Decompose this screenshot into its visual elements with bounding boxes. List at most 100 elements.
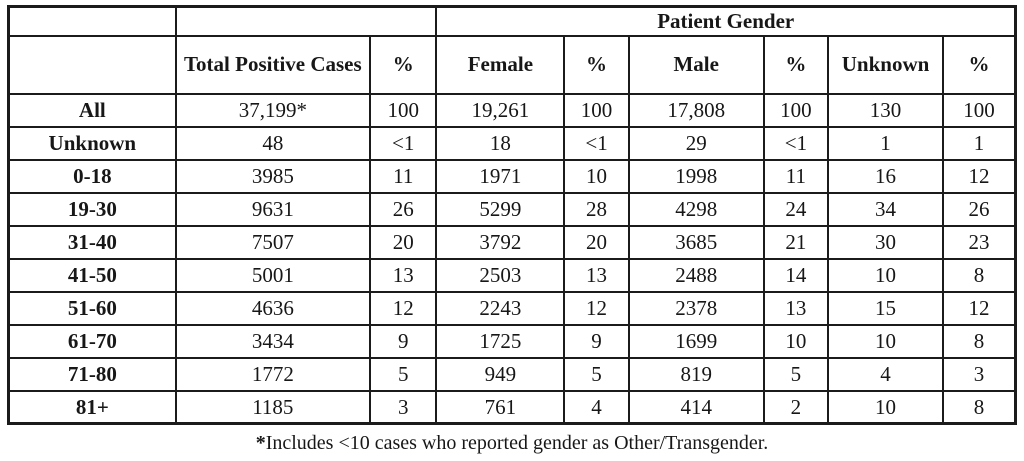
table-cell: <1: [368, 125, 438, 161]
table-row: 31-40 7507 20 3792 20 3685 21 30 23: [7, 224, 1017, 260]
table-cell: 8: [941, 389, 1017, 425]
corner-cell-empty: [7, 5, 177, 37]
table-cell: 9: [368, 323, 438, 359]
table-cell: <1: [762, 125, 830, 161]
row-label-19-30: 19-30: [7, 191, 177, 227]
table-cell: 13: [762, 290, 830, 326]
table-cell: 24: [762, 191, 830, 227]
table-cell: 4: [563, 389, 630, 425]
column-header-unknown-percent: %: [941, 34, 1017, 95]
table-cell: 12: [368, 290, 438, 326]
row-label-51-60: 51-60: [7, 290, 177, 326]
table-cell: 1725: [435, 323, 566, 359]
table-cell: 3434: [174, 323, 372, 359]
table-cell: 2488: [627, 257, 765, 293]
table-cell: 5: [368, 356, 438, 392]
table-cell: 1: [941, 125, 1017, 161]
table-cell: 18: [435, 125, 566, 161]
table-cell: 15: [827, 290, 944, 326]
table-header: Patient Gender Total Positive Cases % Fe…: [7, 5, 1017, 95]
table-cell: 9631: [174, 191, 372, 227]
footnote-text: Includes <10 cases who reported gender a…: [265, 432, 769, 454]
patient-gender-group-header: Patient Gender: [435, 5, 1017, 37]
table-cell: 130: [827, 92, 944, 128]
table-cell: 11: [368, 158, 438, 194]
table-cell: 4298: [627, 191, 765, 227]
row-label-41-50: 41-50: [7, 257, 177, 293]
table-cell: 19,261: [435, 92, 566, 128]
table-cell: 37,199*: [174, 92, 372, 128]
table-cell: 20: [368, 224, 438, 260]
table-row: 51-60 4636 12 2243 12 2378 13 15 12: [7, 290, 1017, 326]
table-cell: 10: [827, 323, 944, 359]
table-cell: 949: [435, 356, 566, 392]
table-cell: 20: [563, 224, 630, 260]
table-cell: 2: [762, 389, 830, 425]
table-cell: 11: [762, 158, 830, 194]
table-cell: 10: [762, 323, 830, 359]
column-header-female-percent: %: [563, 34, 630, 95]
row-label-81-: 81+: [7, 389, 177, 425]
table-cell: 13: [563, 257, 630, 293]
table-cell: 26: [368, 191, 438, 227]
row-label-0-18: 0-18: [7, 158, 177, 194]
table-cell: 1185: [174, 389, 372, 425]
table-cell: 14: [762, 257, 830, 293]
table-row: 0-18 3985 11 1971 10 1998 11 16 12: [7, 158, 1017, 194]
table-cell: 48: [174, 125, 372, 161]
table-cell: 5001: [174, 257, 372, 293]
table-cell: 1971: [435, 158, 566, 194]
table-cell: 3792: [435, 224, 566, 260]
table-cell: 761: [435, 389, 566, 425]
table-cell: 1772: [174, 356, 372, 392]
table-cell: <1: [563, 125, 630, 161]
table-cell: 100: [368, 92, 438, 128]
table-cell: 10: [827, 389, 944, 425]
table-cell: 9: [563, 323, 630, 359]
table-cell: 7507: [174, 224, 372, 260]
table-cell: 3685: [627, 224, 765, 260]
table-cell: 23: [941, 224, 1017, 260]
table-cell: 819: [627, 356, 765, 392]
table-cell: 414: [627, 389, 765, 425]
row-label-61-70: 61-70: [7, 323, 177, 359]
table-cell: 8: [941, 323, 1017, 359]
column-header-row: Total Positive Cases % Female % Male % U…: [7, 34, 1017, 95]
table-cell: 1998: [627, 158, 765, 194]
table-cell: 8: [941, 257, 1017, 293]
table-cell: 5299: [435, 191, 566, 227]
table-cell: 28: [563, 191, 630, 227]
table-cell: 100: [563, 92, 630, 128]
table-cell: 3985: [174, 158, 372, 194]
table-cell: 16: [827, 158, 944, 194]
table-cell: 12: [563, 290, 630, 326]
table-cell: 12: [941, 290, 1017, 326]
total-group-cell-empty: [174, 5, 438, 37]
table-cell: 4: [827, 356, 944, 392]
column-header-unknown: Unknown: [827, 34, 944, 95]
table-row: 41-50 5001 13 2503 13 2488 14 10 8: [7, 257, 1017, 293]
table-cell: 2503: [435, 257, 566, 293]
table-cell: 17,808: [627, 92, 765, 128]
table-cell: 12: [941, 158, 1017, 194]
column-header-female: Female: [435, 34, 566, 95]
row-label-71-80: 71-80: [7, 356, 177, 392]
table-cell: 1699: [627, 323, 765, 359]
table-cell: 4636: [174, 290, 372, 326]
table-cell: 29: [627, 125, 765, 161]
table-row: Unknown 48 <1 18 <1 29 <1 1 1: [7, 125, 1017, 161]
table-cell: 100: [941, 92, 1017, 128]
table-row: All 37,199* 100 19,261 100 17,808 100 130 100: [7, 92, 1017, 128]
row-label-all: All: [7, 92, 177, 128]
table-row: 61-70 3434 9 1725 9 1699 10 10 8: [7, 323, 1017, 359]
table-body: All 37,199* 100 19,261 100 17,808 100 130 100 Unk…: [7, 92, 1017, 425]
table-cell: 10: [827, 257, 944, 293]
patient-gender-table: Patient Gender Total Positive Cases % Fe…: [7, 5, 1017, 425]
table-cell: 3: [368, 389, 438, 425]
table-cell: 21: [762, 224, 830, 260]
column-header-total-percent: %: [368, 34, 438, 95]
table-cell: 26: [941, 191, 1017, 227]
column-header-age: [7, 34, 177, 95]
column-header-total-positive-cases: Total Positive Cases: [174, 34, 372, 95]
